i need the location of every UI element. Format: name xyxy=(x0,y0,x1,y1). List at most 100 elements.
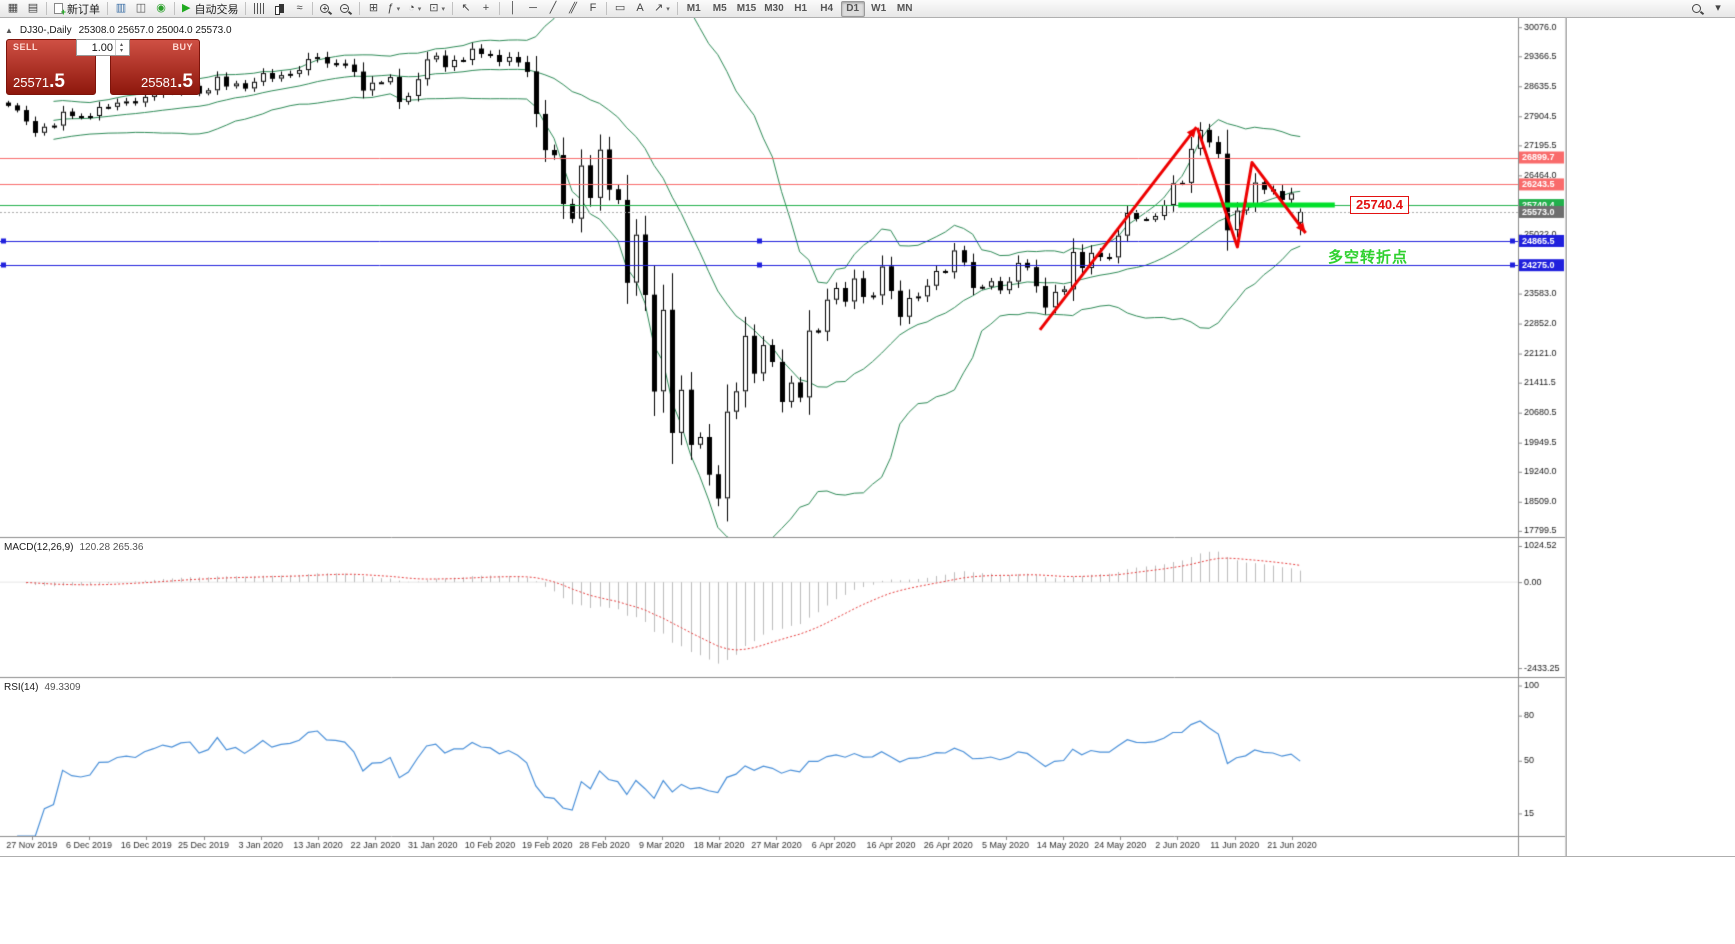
line-chart-mode-icon: ≈ xyxy=(296,2,303,14)
toolbar-separator xyxy=(499,2,501,15)
auto-trading-button-icon: ▶ xyxy=(182,2,191,14)
candlestick-mode-icon xyxy=(274,3,285,15)
bar-chart-mode[interactable] xyxy=(250,1,268,17)
trendline-tool[interactable]: ╱ xyxy=(544,1,562,17)
volume-input[interactable] xyxy=(77,40,115,55)
new-order-button[interactable]: 新订单 xyxy=(51,1,103,17)
crosshair-tool[interactable]: + xyxy=(477,1,495,17)
volume-up-icon[interactable]: ▴ xyxy=(119,41,123,48)
grid-toggle[interactable]: ⊞ xyxy=(364,1,382,17)
market-watch[interactable]: ▥ xyxy=(112,1,130,17)
timeframe-m30[interactable]: M30 xyxy=(764,3,784,14)
toolbar-right-group: ▾ xyxy=(1688,1,1732,17)
volume-spinner[interactable]: ▴ ▾ xyxy=(115,40,127,55)
timeframe-w1[interactable]: W1 xyxy=(871,3,887,14)
fibonacci-tool[interactable]: F xyxy=(584,1,602,17)
toolbar-separator xyxy=(606,2,608,15)
price-annotation-label[interactable]: 25740.4 xyxy=(1350,196,1409,214)
timeframe-h4[interactable]: H4 xyxy=(820,3,834,14)
toolbars-menu[interactable]: ▾ xyxy=(1709,1,1727,17)
toolbars-menu-icon: ▾ xyxy=(1715,2,1721,14)
toolbar-separator xyxy=(676,2,678,15)
cursor-tool[interactable]: ↖ xyxy=(457,1,475,17)
expert-advisors[interactable]: ◉ xyxy=(152,1,170,17)
toolbar-separator xyxy=(452,2,454,15)
zoom-in-icon: + xyxy=(320,4,330,13)
rsi-value: 49.3309 xyxy=(44,682,81,693)
chart-profiles[interactable]: ▤ xyxy=(24,1,42,17)
timeframe-h1[interactable]: H1 xyxy=(794,3,808,14)
toolbar-separator xyxy=(359,2,361,15)
timeframe-m15[interactable]: M15 xyxy=(736,3,757,14)
timeframe-d1[interactable]: D1 xyxy=(840,0,865,17)
line-chart-mode[interactable]: ≈ xyxy=(290,1,308,17)
timeframe-mn[interactable]: MN xyxy=(896,3,913,14)
rsi-name: RSI(14) xyxy=(4,682,39,693)
text-tool[interactable]: A xyxy=(631,1,649,17)
periods-menu-caret-icon: ▾ xyxy=(417,5,422,13)
arrows-tool-caret-icon: ▾ xyxy=(666,5,670,13)
toolbar-separator xyxy=(46,2,47,15)
timeframe-m5[interactable]: M5 xyxy=(712,3,727,14)
chart-window: ▲ DJ30-,Daily 25308.0 25657.0 25004.0 25… xyxy=(0,18,1566,856)
chart-ohlc-line: ▲ DJ30-,Daily 25308.0 25657.0 25004.0 25… xyxy=(5,25,232,36)
symbol-period-label: DJ30-,Daily xyxy=(19,25,72,36)
workspace: ▲ DJ30-,Daily 25308.0 25657.0 25004.0 25… xyxy=(0,18,1735,856)
new-chart[interactable]: ▦ xyxy=(4,1,22,17)
price-chart-canvas[interactable] xyxy=(0,18,1566,856)
auto-trading-button-label: 自动交易 xyxy=(194,3,239,16)
macd-values: 120.28 265.36 xyxy=(79,542,144,553)
periods-menu[interactable]: ◔ ▾ xyxy=(405,1,424,17)
horizontal-line-tool-icon: ─ xyxy=(529,2,537,14)
timeframe-m1[interactable]: M1 xyxy=(686,3,701,14)
indicators-menu-caret-icon: ▾ xyxy=(396,5,401,13)
arrows-tool[interactable]: ↗ ▾ xyxy=(651,1,673,17)
indicators-menu[interactable]: ƒ ▾ xyxy=(384,1,403,17)
indicators-menu-icon: ƒ xyxy=(387,2,394,14)
vertical-line-tool[interactable]: │ xyxy=(504,1,522,17)
templates-menu[interactable]: ⊡ ▾ xyxy=(426,1,448,17)
right-margin-area xyxy=(1566,18,1735,856)
fibonacci-tool-icon: F xyxy=(589,2,597,14)
new-chart-icon: ▦ xyxy=(7,2,19,14)
channel-tool[interactable]: ╱╱ xyxy=(564,1,582,17)
templates-menu-caret-icon: ▾ xyxy=(441,5,446,13)
search[interactable] xyxy=(1689,1,1707,17)
data-window[interactable]: ◫ xyxy=(132,1,150,17)
arrows-tool-icon: ↗ xyxy=(654,2,664,14)
volume-box: ▴▾ xyxy=(76,39,130,56)
candlestick-mode[interactable] xyxy=(270,1,288,17)
auto-trading-button[interactable]: ▶ 自动交易 xyxy=(179,1,241,17)
toolbar-separator xyxy=(174,2,175,15)
channel-tool-icon: ╱╱ xyxy=(568,2,577,14)
sell-price: 25571.5 xyxy=(13,70,66,92)
grid-toggle-icon: ⊞ xyxy=(368,2,379,14)
text-tool-icon: A xyxy=(636,2,644,14)
trendline-tool-icon: ╱ xyxy=(549,2,557,14)
toolbar-separator xyxy=(312,2,314,15)
volume-down-icon[interactable]: ▾ xyxy=(119,47,123,54)
toolbar-separator xyxy=(107,2,108,15)
buy-price: 25581.5 xyxy=(140,70,193,92)
one-click-collapse-icon[interactable]: ▲ xyxy=(5,26,13,35)
chart-profiles-icon: ▤ xyxy=(27,2,39,14)
shapes-tool[interactable]: ▭ xyxy=(611,1,629,17)
macd-label: MACD(12,26,9) 120.28 265.36 xyxy=(4,542,143,553)
zoom-out[interactable]: − xyxy=(337,1,355,17)
window-bottom-area xyxy=(0,856,1735,944)
search-icon xyxy=(1692,4,1701,13)
sell-label: SELL xyxy=(13,42,39,52)
shapes-tool-icon: ▭ xyxy=(614,2,626,14)
toolbar-separator xyxy=(245,2,247,15)
data-window-icon: ◫ xyxy=(135,2,147,14)
rsi-label: RSI(14) 49.3309 xyxy=(4,682,81,693)
buy-label: BUY xyxy=(172,42,193,52)
templates-menu-icon: ⊡ xyxy=(429,2,439,14)
horizontal-line-tool[interactable]: ─ xyxy=(524,1,542,17)
zoom-in[interactable]: + xyxy=(317,1,335,17)
turning-point-annotation[interactable]: 多空转折点 xyxy=(1328,249,1409,266)
main-toolbar: ▦▤新订单▥◫◉▶自动交易≈+−⊞ƒ▾◔▾⊡▾↖+│─╱╱╱F▭A↗▾M1M5M… xyxy=(0,0,1735,18)
periods-menu-icon: ◔ xyxy=(408,2,415,14)
cursor-tool-icon: ↖ xyxy=(461,2,471,14)
crosshair-tool-icon: + xyxy=(482,2,490,14)
